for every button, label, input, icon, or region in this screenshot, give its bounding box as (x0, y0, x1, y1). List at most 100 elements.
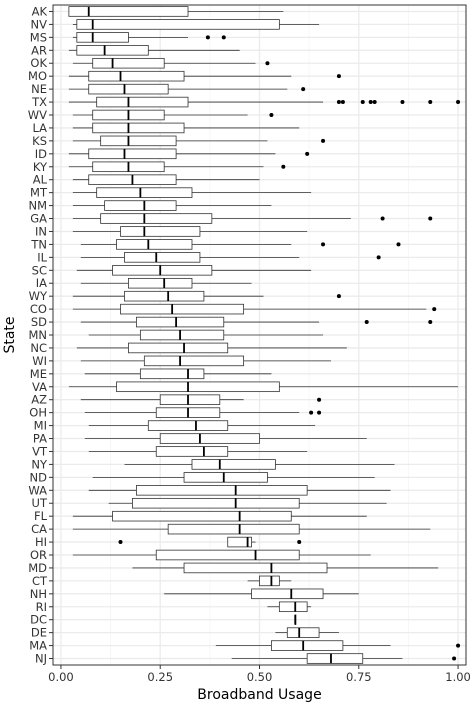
outlier-point (336, 100, 341, 105)
box-wv (72, 109, 274, 121)
y-tick-label: NH (30, 587, 47, 601)
y-tick-label: CT (32, 574, 48, 588)
outlier-point (400, 100, 405, 105)
iqr-box (271, 640, 344, 651)
y-tick-label: AK (32, 4, 48, 18)
box-nv (72, 19, 320, 30)
y-tick-label: AR (31, 43, 47, 57)
y-tick-label: MA (29, 639, 47, 653)
box-ar (68, 45, 240, 56)
y-tick-label: GA (30, 212, 47, 226)
box-wi (80, 355, 331, 367)
y-tick-label: CA (31, 522, 47, 536)
y-tick-label: OH (29, 406, 47, 420)
box-vt (88, 446, 308, 457)
box-wa (88, 485, 391, 496)
box-ky (68, 161, 286, 173)
outlier-point (340, 100, 345, 105)
y-tick-label: SC (32, 263, 47, 277)
outlier-point (428, 100, 433, 105)
box-la (72, 122, 300, 134)
outlier-point (321, 138, 326, 143)
box-ut (108, 497, 387, 509)
iqr-box (100, 213, 213, 224)
y-tick-label: MT (30, 186, 48, 200)
y-tick-label: AZ (31, 393, 47, 407)
iqr-box (124, 290, 205, 302)
outlier-point (336, 294, 341, 299)
y-tick-label: RI (36, 600, 47, 614)
box-ak (68, 6, 284, 17)
outlier-point (297, 540, 302, 545)
iqr-box (96, 187, 193, 198)
iqr-box (306, 653, 364, 664)
iqr-box (68, 6, 189, 17)
box-va (68, 381, 459, 393)
y-tick-label: IA (36, 276, 47, 290)
box-mi (88, 420, 316, 431)
box-mt (72, 187, 312, 198)
y-tick-label: ND (30, 470, 48, 484)
y-tick-label: MI (34, 419, 47, 433)
iqr-box (183, 472, 268, 483)
box-ks (72, 135, 326, 147)
iqr-box (88, 83, 169, 95)
box-ga (72, 213, 433, 224)
iqr-box (183, 562, 328, 574)
outlier-point (321, 242, 326, 247)
iqr-box (139, 368, 205, 380)
iqr-box (104, 200, 177, 211)
y-tick-label: NV (31, 17, 48, 31)
box-ny (124, 459, 395, 470)
y-tick-label: AL (33, 173, 48, 187)
iqr-box (96, 96, 189, 108)
outlier-point (428, 320, 433, 325)
outlier-point (118, 540, 123, 545)
outlier-point (309, 410, 314, 415)
y-tick-label: UT (32, 496, 48, 510)
box-ia (80, 277, 252, 289)
iqr-box (76, 32, 129, 43)
x-tick-label: 0.75 (346, 670, 372, 684)
x-tick-label: 0.50 (247, 670, 273, 684)
y-tick-label: TX (31, 95, 47, 109)
box-ok (72, 57, 270, 69)
box-fl (72, 510, 367, 522)
iqr-box (251, 588, 324, 600)
box-nm (72, 200, 272, 211)
iqr-box (112, 265, 213, 276)
y-tick-label: MD (28, 561, 47, 575)
y-tick-label: DC (30, 613, 47, 627)
iqr-box (132, 497, 300, 509)
y-tick-label: DE (31, 626, 47, 640)
outlier-point (269, 113, 274, 117)
x-tick-label: 0.25 (147, 670, 173, 684)
iqr-box (92, 122, 185, 134)
box-mo (68, 70, 341, 82)
outlier-point (432, 307, 437, 312)
y-tick-label: MN (28, 328, 47, 342)
iqr-box (88, 70, 185, 82)
y-tick-label: NC (30, 341, 47, 355)
y-tick-label: CO (30, 302, 47, 316)
box-or (72, 549, 371, 561)
box-me (84, 368, 272, 380)
y-tick-label: SD (31, 315, 47, 329)
box-md (132, 562, 439, 574)
outlier-point (317, 410, 322, 415)
outlier-point (452, 656, 457, 661)
y-tick-label: OK (30, 56, 47, 70)
box-tx (68, 96, 461, 108)
iqr-box (88, 148, 177, 160)
iqr-box (112, 510, 292, 522)
y-tick-label: TN (30, 237, 47, 251)
outlier-point (364, 320, 369, 325)
box-id (68, 148, 310, 160)
y-tick-label: HI (35, 535, 47, 549)
iqr-box (259, 575, 280, 587)
iqr-box (76, 19, 280, 30)
box-ct (247, 575, 292, 587)
y-tick-label: MS (30, 30, 47, 44)
iqr-box (159, 394, 221, 405)
